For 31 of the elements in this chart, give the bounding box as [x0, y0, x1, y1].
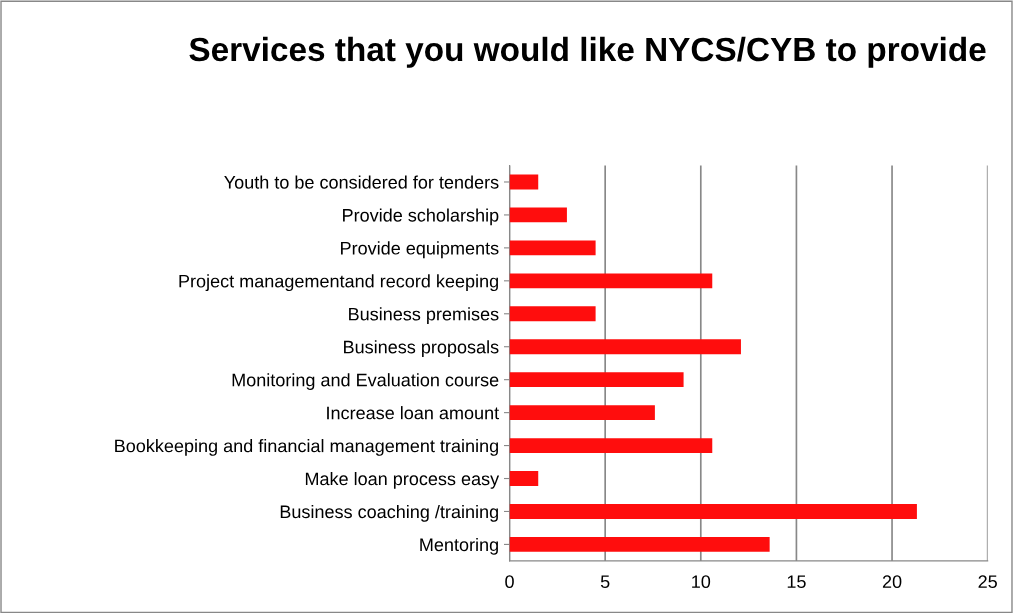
bar — [509, 438, 713, 453]
y-tick-label: Business coaching /training — [280, 504, 498, 522]
bar — [509, 471, 539, 486]
y-tick-label: Make loan process easy — [305, 471, 500, 489]
x-tick-label: 15 — [787, 575, 806, 589]
bar — [509, 240, 596, 256]
bar — [509, 405, 655, 421]
bar — [509, 537, 770, 552]
y-tick-label: Provide scholarship — [343, 208, 499, 226]
x-tick-label: 5 — [600, 575, 610, 589]
x-tick-label: 10 — [692, 575, 711, 589]
y-tick-label: Business premises — [349, 307, 499, 325]
bar — [509, 174, 539, 190]
x-tick-label: 0 — [505, 575, 514, 589]
y-tick-label: Provide equipments — [341, 241, 499, 259]
bar — [509, 504, 917, 519]
chart-title: Services that you would like NYCS/CYB to provide — [189, 36, 986, 68]
y-tick-label: Youth to be considered for tenders — [224, 175, 499, 189]
y-tick-label: Increase loan amount — [327, 406, 499, 420]
x-tick-label: 20 — [882, 575, 902, 589]
y-tick-label: Project managementand record keeping — [179, 274, 498, 292]
y-tick-label: Mentoring — [420, 537, 498, 555]
y-tick-label: Monitoring and Evaluation course — [232, 373, 499, 390]
bar — [509, 207, 567, 223]
x-tick-label: 25 — [978, 575, 997, 589]
bar — [509, 372, 684, 388]
y-tick-label: Bookkeeping and financial management training — [115, 439, 498, 456]
bar — [509, 339, 741, 355]
y-tick-label: Business proposals — [344, 340, 499, 358]
bar — [509, 273, 713, 289]
bar — [509, 306, 596, 322]
